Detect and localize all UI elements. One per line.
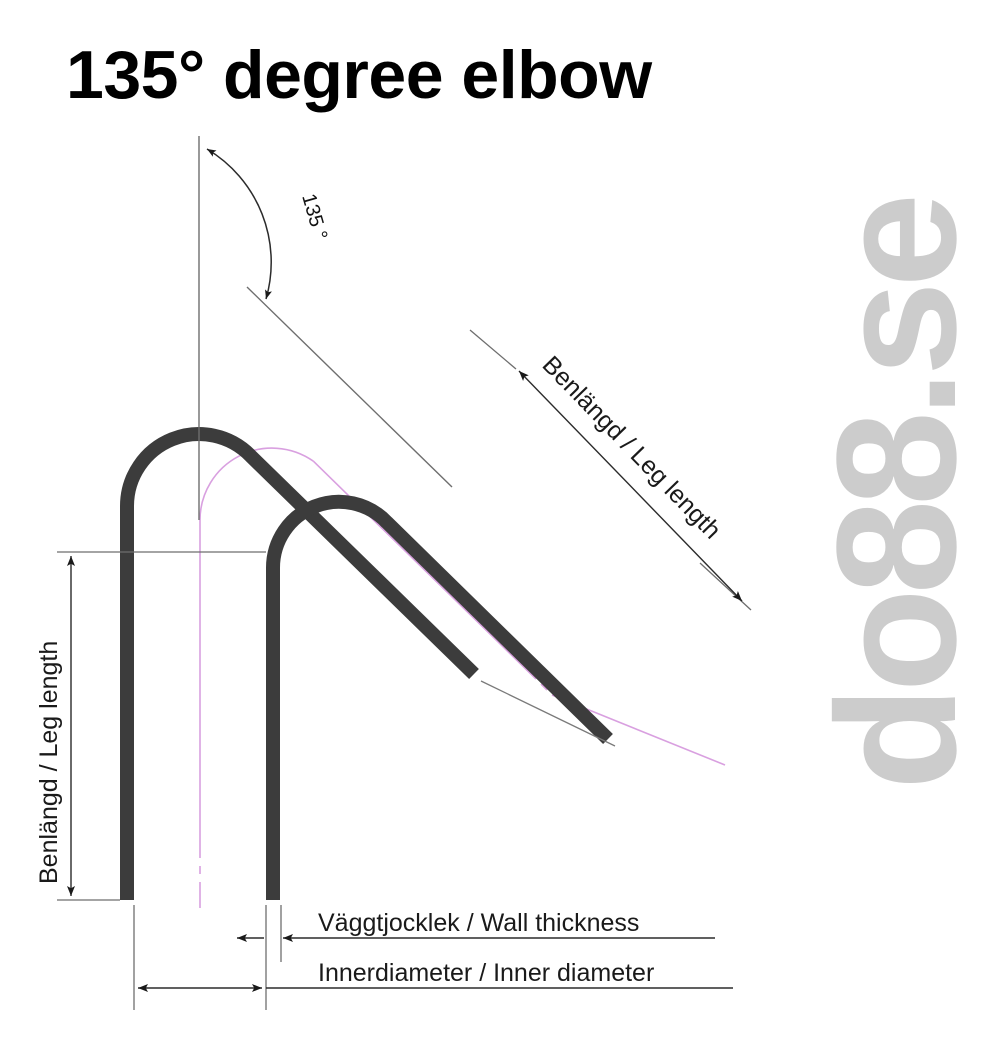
vertical-leg-length-label: Benlängd / Leg length xyxy=(35,641,63,884)
elbow-tube-body xyxy=(120,427,613,900)
wall-thickness-dimension: Väggtjocklek / Wall thickness xyxy=(237,905,715,962)
inner-diameter-label: Innerdiameter / Inner diameter xyxy=(318,959,654,987)
angle-diagonal-axis-line xyxy=(246,286,453,488)
diagonal-leg-end-face xyxy=(480,680,616,747)
page-title: 135° degree elbow xyxy=(66,37,653,113)
tube-outer-wall xyxy=(120,427,479,900)
centerline-bend-arc xyxy=(199,447,314,521)
centerline-diagonal-tick xyxy=(540,683,548,691)
diagonal-dim-extension-near xyxy=(469,329,517,370)
watermark-label: do88.se xyxy=(802,198,992,790)
watermark-do88se: do88.se xyxy=(802,198,992,790)
wall-thickness-label: Väggtjocklek / Wall thickness xyxy=(318,909,639,937)
diagonal-dim-line xyxy=(518,370,743,602)
tube-inner-wall xyxy=(265,494,613,900)
vertical-leg-length-dimension: Benlängd / Leg length xyxy=(35,551,266,901)
angle-arc xyxy=(206,148,272,300)
tube-end-faces xyxy=(480,680,616,747)
inner-diameter-dimension: Innerdiameter / Inner diameter xyxy=(133,905,733,1010)
